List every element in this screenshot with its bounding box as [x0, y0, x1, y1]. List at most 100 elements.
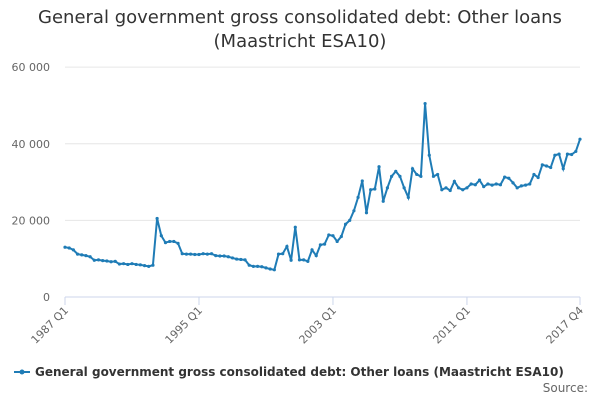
point — [226, 255, 230, 259]
point — [272, 268, 276, 272]
point — [63, 245, 67, 249]
point — [176, 241, 180, 245]
point — [293, 225, 297, 229]
point — [423, 101, 427, 106]
point — [109, 260, 113, 264]
x-tick-label: 2011 Q1 — [431, 304, 474, 347]
point — [519, 184, 523, 188]
point — [557, 152, 561, 156]
point — [465, 186, 469, 190]
point — [511, 181, 515, 185]
point — [440, 188, 444, 192]
series-line — [64, 103, 581, 271]
point — [360, 179, 364, 183]
point — [276, 252, 281, 256]
point — [218, 254, 222, 258]
point — [302, 258, 306, 262]
point — [394, 169, 398, 173]
point — [356, 195, 360, 199]
point — [88, 255, 92, 259]
point — [528, 182, 532, 186]
point — [444, 186, 448, 190]
point — [151, 263, 155, 267]
point — [352, 209, 356, 213]
point — [105, 259, 109, 263]
point — [469, 182, 473, 186]
point — [163, 241, 168, 245]
point — [327, 233, 331, 237]
point — [264, 266, 268, 270]
point — [235, 257, 239, 261]
point — [578, 137, 582, 141]
point — [314, 254, 318, 258]
point — [348, 218, 352, 222]
point — [427, 153, 431, 157]
point — [398, 174, 402, 178]
point — [498, 183, 503, 187]
point — [209, 252, 214, 256]
point — [477, 178, 482, 182]
point — [84, 254, 88, 258]
point — [473, 183, 477, 187]
point — [168, 239, 172, 244]
point — [71, 248, 75, 252]
point — [335, 239, 339, 244]
x-tick-label: 2017 Q4 — [544, 304, 587, 347]
point — [482, 185, 486, 189]
point — [431, 174, 436, 178]
point — [251, 264, 256, 268]
point — [389, 174, 394, 178]
point — [117, 262, 122, 266]
point — [142, 263, 147, 268]
point — [243, 258, 247, 262]
point — [553, 153, 557, 157]
point — [331, 234, 335, 238]
legend-marker — [19, 369, 25, 375]
point — [343, 222, 348, 226]
point — [523, 183, 528, 187]
point — [364, 211, 369, 215]
point — [172, 239, 176, 244]
point — [96, 258, 101, 262]
point — [415, 172, 419, 177]
x-tick-label: 1987 Q1 — [29, 304, 72, 347]
point — [456, 186, 461, 190]
y-tick-label: 0 — [43, 291, 50, 304]
point — [536, 175, 540, 180]
point — [281, 252, 285, 256]
point — [402, 186, 406, 190]
y-tick-label: 40 000 — [12, 138, 51, 151]
point — [377, 165, 381, 169]
point — [92, 258, 96, 262]
point — [80, 253, 84, 257]
point — [507, 176, 511, 180]
point — [318, 243, 323, 247]
point — [239, 257, 243, 262]
point — [339, 234, 343, 239]
point — [138, 263, 142, 267]
point — [230, 256, 235, 260]
y-tick-label: 20 000 — [12, 214, 51, 227]
point — [285, 244, 289, 249]
point — [385, 186, 389, 190]
point — [155, 216, 159, 221]
point — [452, 179, 456, 183]
legend-label: General government gross consolidated de… — [35, 365, 564, 379]
point — [448, 188, 452, 193]
point — [494, 182, 498, 186]
point — [322, 242, 327, 246]
point — [197, 252, 201, 257]
point — [75, 252, 80, 256]
point — [180, 252, 184, 256]
point — [310, 248, 314, 252]
point — [193, 252, 197, 257]
point — [306, 259, 310, 263]
point — [565, 152, 570, 156]
point — [297, 258, 302, 262]
point — [101, 259, 105, 263]
point — [222, 254, 226, 258]
point — [515, 186, 519, 190]
chart-title: General government gross consolidated de… — [38, 7, 562, 52]
